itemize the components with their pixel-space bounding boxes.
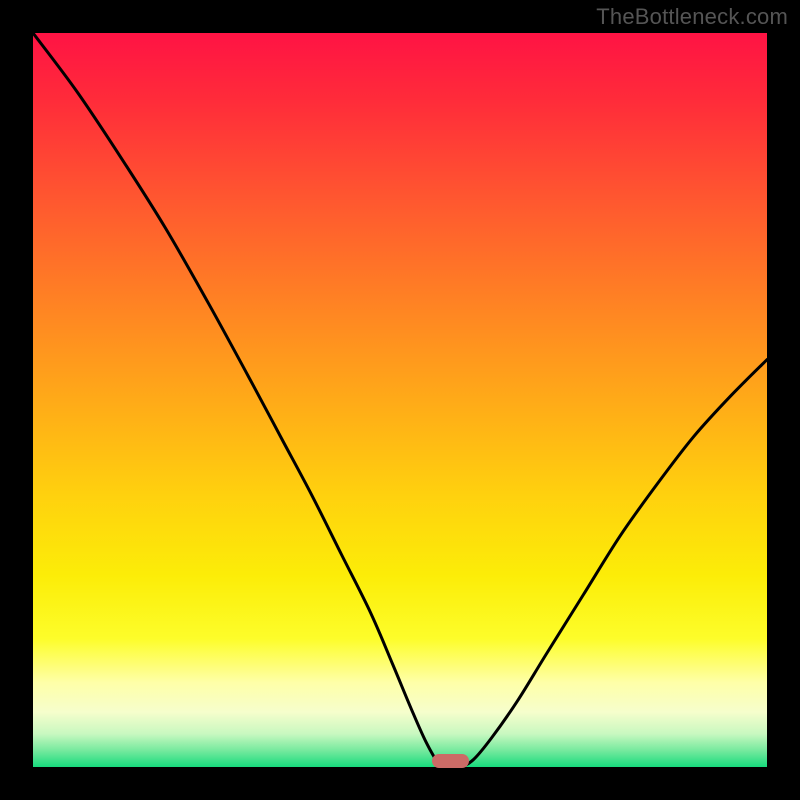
chart-frame: TheBottleneck.com <box>0 0 800 800</box>
plot-area <box>33 33 767 767</box>
bottleneck-curve <box>33 33 767 767</box>
curve-layer <box>33 33 767 767</box>
optimal-point-marker <box>432 754 469 769</box>
watermark-label: TheBottleneck.com <box>596 4 788 30</box>
